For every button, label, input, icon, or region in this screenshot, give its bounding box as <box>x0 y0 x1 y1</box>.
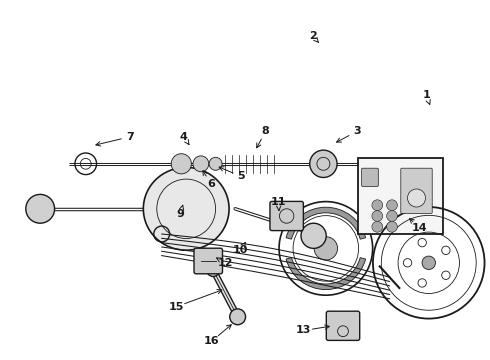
Circle shape <box>387 221 397 232</box>
Text: 9: 9 <box>176 209 184 219</box>
Circle shape <box>408 189 425 207</box>
Text: 13: 13 <box>296 325 312 336</box>
Text: 7: 7 <box>126 132 134 142</box>
FancyBboxPatch shape <box>362 168 378 186</box>
Circle shape <box>310 150 337 177</box>
Circle shape <box>387 211 397 221</box>
Text: 14: 14 <box>412 222 427 233</box>
Text: 10: 10 <box>232 245 248 255</box>
Circle shape <box>372 221 383 232</box>
Circle shape <box>193 156 209 172</box>
Text: 3: 3 <box>353 126 361 136</box>
Circle shape <box>209 157 222 170</box>
FancyBboxPatch shape <box>401 168 432 213</box>
Circle shape <box>230 309 245 325</box>
Text: 1: 1 <box>422 90 430 100</box>
Text: 16: 16 <box>204 336 220 346</box>
Circle shape <box>422 256 436 270</box>
Circle shape <box>301 223 326 248</box>
Circle shape <box>314 237 338 260</box>
Circle shape <box>372 200 383 211</box>
Wedge shape <box>286 258 366 289</box>
FancyBboxPatch shape <box>194 248 222 274</box>
Text: 2: 2 <box>309 31 317 41</box>
FancyBboxPatch shape <box>358 158 443 234</box>
Circle shape <box>387 200 397 211</box>
Text: 11: 11 <box>270 197 286 207</box>
Circle shape <box>171 154 192 174</box>
FancyBboxPatch shape <box>270 201 303 231</box>
Circle shape <box>207 264 220 276</box>
Wedge shape <box>286 207 366 239</box>
Text: 6: 6 <box>207 179 215 189</box>
Text: 15: 15 <box>169 302 184 312</box>
Circle shape <box>372 211 383 221</box>
Circle shape <box>26 194 54 223</box>
Text: 5: 5 <box>237 171 245 181</box>
Text: 12: 12 <box>218 258 233 268</box>
FancyBboxPatch shape <box>326 311 360 341</box>
Ellipse shape <box>144 167 229 250</box>
Text: 4: 4 <box>180 132 188 142</box>
Text: 8: 8 <box>262 126 270 136</box>
